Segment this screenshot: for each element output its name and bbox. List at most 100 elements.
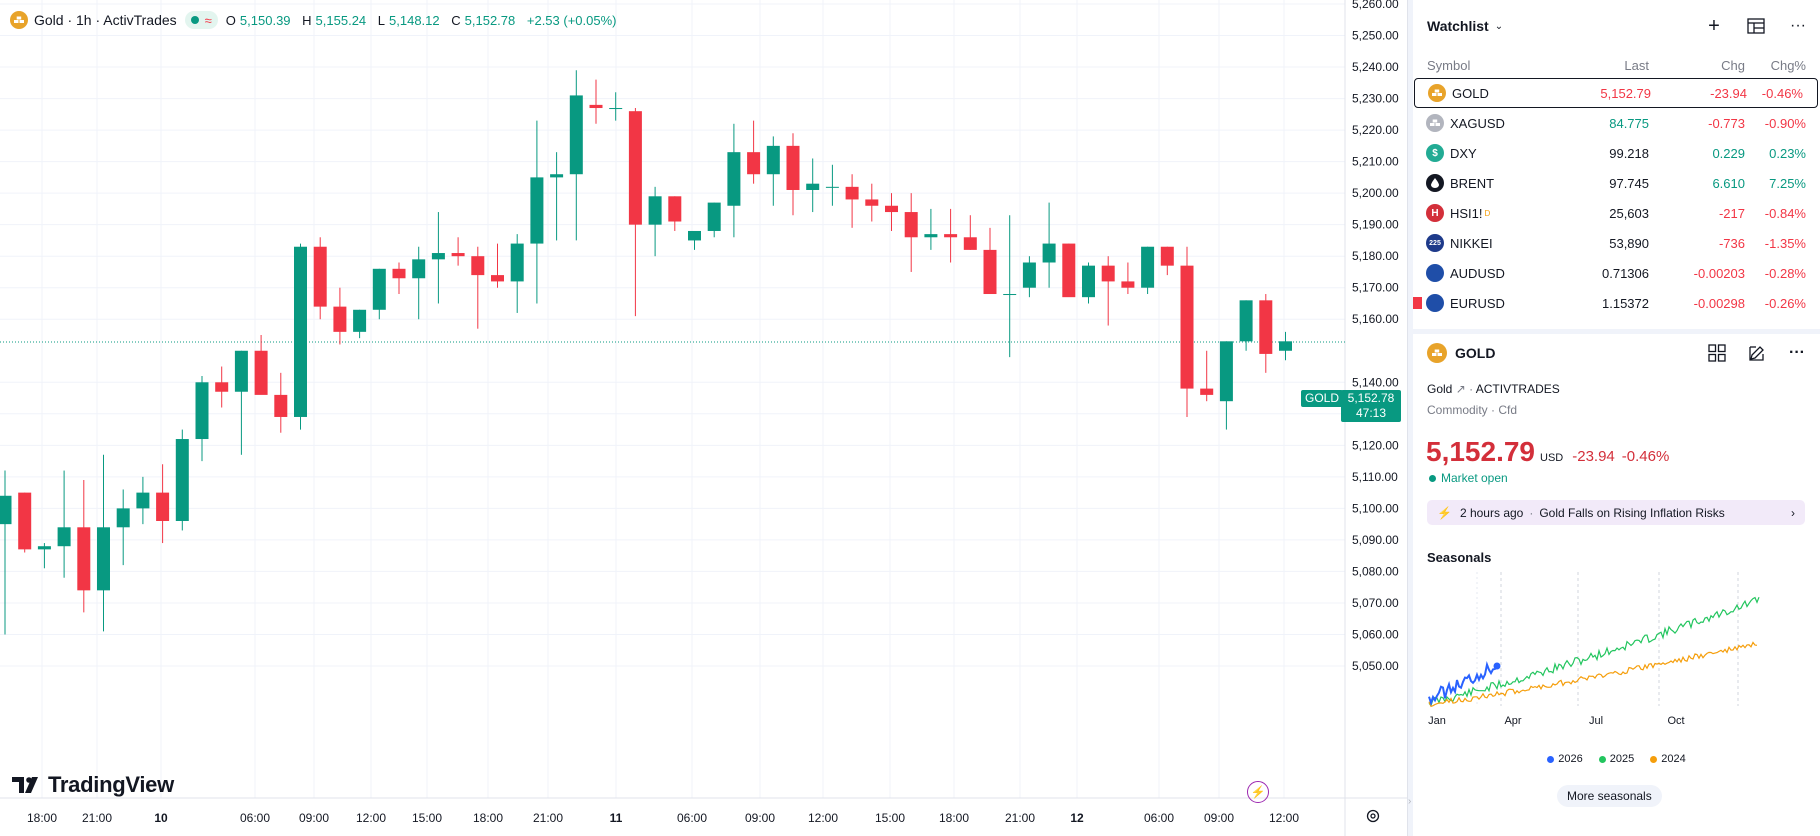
watchlist-row[interactable]: AUDUSD 0.71306 -0.00203 -0.28% [1413,258,1820,288]
candle[interactable] [353,309,367,339]
candle[interactable] [806,158,820,213]
col-symbol[interactable]: Symbol [1427,57,1471,73]
candle[interactable] [609,92,623,121]
candle[interactable] [1239,300,1253,351]
candle[interactable] [18,492,32,553]
candle[interactable] [0,470,12,635]
candle[interactable] [1160,246,1174,276]
widgets-grid-icon[interactable] [1707,343,1727,363]
add-symbol-icon[interactable]: + [1708,14,1720,37]
candle[interactable] [963,215,977,250]
symbol-title[interactable]: Gold · 1h · ActivTrades [34,12,177,28]
candle[interactable] [136,476,150,525]
candle[interactable] [1003,215,1017,358]
more-seasonals-button[interactable]: More seasonals [1557,785,1662,807]
candle[interactable] [471,246,485,329]
external-link-icon[interactable]: ↗ [1455,382,1470,396]
tradingview-logo[interactable]: TradingView [12,772,174,798]
candle[interactable] [195,375,209,462]
seasonals-legend-item[interactable]: 2025 [1598,753,1634,765]
candle[interactable] [530,120,544,304]
candle[interactable] [1141,246,1155,295]
news-banner[interactable]: ⚡ 2 hours ago · Gold Falls on Rising Inf… [1427,500,1805,525]
candle[interactable] [924,208,938,250]
candle[interactable] [569,70,583,241]
col-chg-pct[interactable]: Chg% [1770,57,1806,73]
candle[interactable] [589,79,603,124]
candle[interactable] [865,183,879,222]
candle[interactable] [1101,256,1115,326]
candle[interactable] [904,193,918,272]
candle[interactable] [747,120,761,184]
candle[interactable] [1062,243,1076,298]
seasonals-legend-item[interactable]: 2026 [1547,753,1583,765]
panel-separator[interactable] [1413,329,1820,334]
watchlist-row[interactable]: XAGUSD 84.775 -0.773 -0.90% [1413,108,1820,138]
chart-pane[interactable]: 5,260.00 5,250.00 5,240.00 5,230.00 5,220.00… [0,0,1408,836]
lightning-icon[interactable]: ⚡ [1247,781,1269,803]
seasonals-chart[interactable]: Jan Apr Jul Oct [1413,566,1820,750]
details-symbol[interactable]: GOLD [1455,345,1496,361]
candle[interactable] [156,464,170,544]
edit-icon[interactable] [1747,343,1767,363]
candle[interactable] [333,287,347,345]
candle[interactable] [1121,262,1135,295]
candle[interactable] [97,454,110,632]
candle[interactable] [550,152,564,241]
candle[interactable] [451,237,465,266]
candle[interactable] [1042,202,1056,288]
candle[interactable] [234,350,248,455]
candle[interactable] [175,429,189,531]
advanced-view-icon[interactable] [1746,16,1766,36]
red-flag-icon[interactable] [1413,297,1422,309]
candle[interactable] [491,243,504,288]
market-status-pills[interactable]: ≈ [184,11,218,29]
seasonals-legend-item[interactable]: 2024 [1650,753,1686,765]
candle[interactable] [648,186,662,257]
candle[interactable] [1259,294,1273,373]
watchlist-row[interactable]: $ DXY 99.218 0.229 0.23% [1413,138,1820,168]
candle[interactable] [1082,262,1095,304]
candle[interactable] [372,268,386,320]
candle[interactable] [313,237,327,320]
candle[interactable] [825,164,839,206]
watchlist-row[interactable]: GOLD 5,152.79 -23.94 -0.46% [1414,78,1818,108]
watchlist-row[interactable]: 225 NIKKEI 53,890 -736 -1.35% [1413,228,1820,258]
candle[interactable] [727,123,741,238]
candle[interactable] [1200,350,1214,402]
candle[interactable] [983,227,997,295]
candlestick-chart[interactable]: 5,260.00 5,250.00 5,240.00 5,230.00 5,220.00… [0,0,1408,836]
collapse-arrow-icon[interactable]: › [1408,796,1412,807]
more-options-icon[interactable]: ··· [1790,17,1806,34]
watchlist-row[interactable]: H HSI1! D 25,603 -217 -0.84% [1413,198,1820,228]
col-chg[interactable]: Chg [1721,57,1745,73]
gear-icon[interactable] [1364,807,1382,825]
candle[interactable] [707,202,721,238]
candle[interactable] [786,133,800,216]
candle[interactable] [431,212,445,304]
candle[interactable] [510,234,524,313]
watchlist-row[interactable]: BRENT 97.745 6.610 7.25% [1413,168,1820,198]
candle[interactable] [1022,256,1036,298]
candle[interactable] [885,193,898,231]
candle[interactable] [116,489,130,566]
candle[interactable] [845,174,859,228]
pane-separator[interactable] [1408,0,1413,836]
candle[interactable] [392,262,406,295]
chevron-down-icon[interactable]: ⌄ [1494,20,1504,32]
candle[interactable] [668,196,682,231]
candle[interactable] [766,136,780,206]
candle[interactable] [944,208,958,263]
candle[interactable] [215,366,229,408]
watchlist-row[interactable]: EURUSD 1.15372 -0.00298 -0.26% [1413,288,1820,318]
candle[interactable] [294,243,307,430]
watchlist-title[interactable]: Watchlist [1427,18,1489,34]
candle[interactable] [254,335,268,395]
col-last[interactable]: Last [1624,57,1649,73]
candle[interactable] [1279,331,1292,361]
candle[interactable] [688,230,701,250]
candle[interactable] [77,480,91,613]
candle[interactable] [1180,246,1194,417]
candle[interactable] [57,470,71,578]
candle[interactable] [37,543,51,569]
